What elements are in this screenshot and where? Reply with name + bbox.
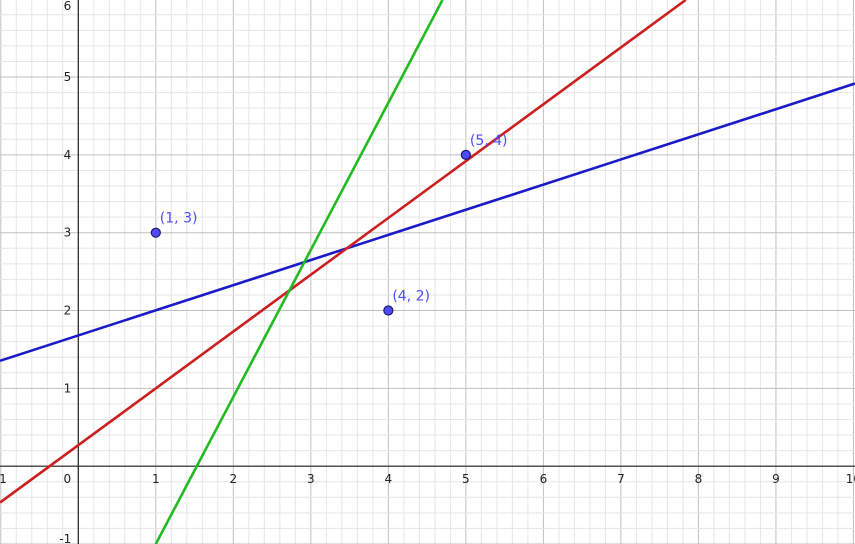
x-tick-label: 1: [152, 472, 160, 486]
x-tick-label: 3: [307, 472, 315, 486]
y-tick-label: 4: [64, 148, 72, 162]
x-tick-label: 4: [385, 472, 393, 486]
point-label: (5, 4): [470, 133, 508, 149]
x-tick-label: 8: [695, 472, 703, 486]
x-tick-label: -1: [0, 472, 7, 486]
y-tick-label: 5: [64, 70, 72, 84]
data-point: [383, 305, 394, 316]
y-tick-label: 1: [64, 381, 72, 395]
x-tick-label: 5: [462, 472, 470, 486]
x-tick-label: 10: [846, 472, 855, 486]
y-tick-label: 2: [64, 304, 72, 318]
line-series-1: [0, 82, 855, 363]
point-label: (4, 2): [392, 289, 430, 305]
x-tick-label: 6: [540, 472, 548, 486]
y-tick-label: -1: [59, 532, 71, 544]
point-label: (1, 3): [160, 211, 198, 227]
x-tick-label: 9: [772, 472, 780, 486]
data-point: [460, 149, 471, 160]
y-tick-label: 3: [64, 226, 72, 240]
data-point: [150, 227, 161, 238]
x-tick-label: 0: [63, 472, 71, 486]
line-series-2: [0, 0, 687, 504]
x-tick-label: 2: [230, 472, 238, 486]
line-series-3: [154, 0, 444, 544]
x-tick-label: 7: [617, 472, 625, 486]
y-tick-label: 6: [64, 0, 72, 13]
